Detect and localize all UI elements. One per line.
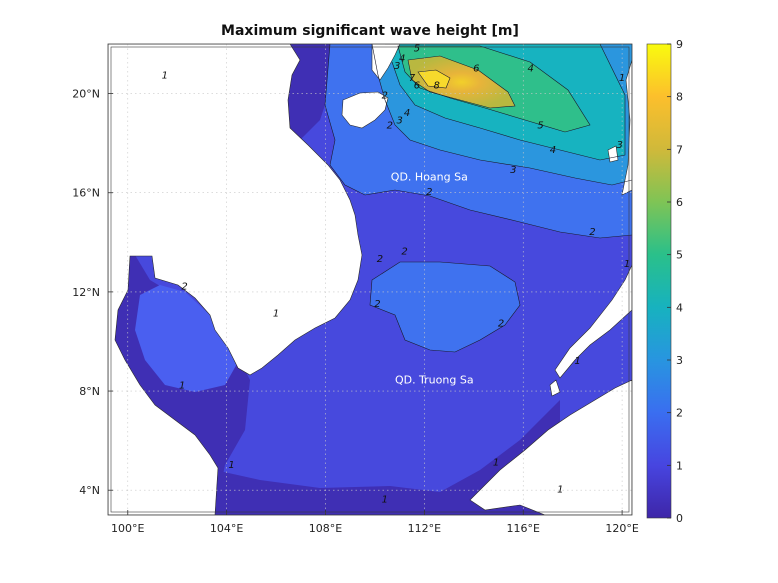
contour-label-27: 1 xyxy=(382,495,388,506)
contour-label-4: 4 xyxy=(404,108,410,119)
x-tick-label-0: 100°E xyxy=(111,522,144,535)
map-layer xyxy=(108,44,632,515)
zone-under-1m-south xyxy=(215,400,560,515)
contour-label-30: 1 xyxy=(624,259,630,270)
contour-label-25: 1 xyxy=(273,309,279,320)
contour-label-11: 6 xyxy=(473,63,479,74)
y-tick-label-1: 8°N xyxy=(79,385,100,398)
chart-title: Maximum significant wave height [m] xyxy=(221,23,519,39)
zone-under-1m-north xyxy=(285,44,335,140)
luzon-island xyxy=(621,59,632,196)
contour-label-0: 1 xyxy=(162,71,168,82)
contour-label-18: 2 xyxy=(589,227,595,238)
contour-label-13: 5 xyxy=(537,120,543,131)
place-labels: QD. Hoang Sa QD. Truong Sa xyxy=(391,170,474,386)
colorbar-tick-label-8: 8 xyxy=(676,91,683,104)
contour-label-8: 7 xyxy=(409,73,416,84)
colorbar-tick-label-1: 1 xyxy=(676,459,683,472)
borneo xyxy=(469,379,632,515)
map-frame-inner xyxy=(110,46,630,513)
contour-label-1: 2 xyxy=(382,91,388,102)
contour-label-24: 1 xyxy=(179,381,185,392)
land xyxy=(108,44,632,515)
mainland-indochina xyxy=(108,44,363,515)
y-tick-label-2: 12°N xyxy=(72,286,100,299)
colorbar-tick-label-7: 7 xyxy=(676,143,683,156)
contour-label-6: 4 xyxy=(399,53,405,64)
plot-frame xyxy=(107,43,633,516)
y-axis-ticks: 4°N 8°N 12°N 16°N 20°N xyxy=(72,88,113,497)
colorbar-tick-label-3: 3 xyxy=(676,354,683,367)
contour-label-19: 2 xyxy=(377,254,383,265)
contour-label-2: 2 xyxy=(387,120,393,131)
island-small-1 xyxy=(549,379,561,397)
contour-label-12: 4 xyxy=(527,63,533,74)
colorbar-ticks: 0 1 2 3 4 5 6 7 8 9 xyxy=(667,38,683,525)
contour-lines xyxy=(324,44,632,353)
contour-2-central xyxy=(369,261,521,353)
contour-label-21: 2 xyxy=(374,299,380,310)
grid-lines xyxy=(108,44,632,515)
x-tick-label-5: 120°E xyxy=(605,522,638,535)
colorbar-tick-label-0: 0 xyxy=(676,512,683,525)
colorbar-tick-label-5: 5 xyxy=(676,249,683,262)
contour-4 xyxy=(385,44,626,161)
y-tick-label-0: 4°N xyxy=(79,484,100,497)
colorbar-tick-label-6: 6 xyxy=(676,196,683,209)
south-china-coast xyxy=(371,44,401,81)
x-tick-label-4: 116°E xyxy=(507,522,540,535)
contour-2-north xyxy=(324,44,632,239)
colorbar: 0 1 2 3 4 5 6 7 8 9 xyxy=(646,38,683,525)
contour-8 xyxy=(417,69,451,89)
zone-over-8m xyxy=(418,70,450,88)
contour-label-20: 2 xyxy=(401,247,407,258)
contour-label-15: 3 xyxy=(616,140,622,151)
contour-label-26: 1 xyxy=(228,460,234,471)
contour-label-32: 1 xyxy=(557,485,563,496)
contour-label-5: 5 xyxy=(414,43,420,54)
x-tick-label-3: 112°E xyxy=(408,522,441,535)
contour-label-29: 1 xyxy=(574,356,580,367)
place-label-1: QD. Truong Sa xyxy=(395,374,474,387)
contour-label-14: 4 xyxy=(550,145,556,156)
colorbar-tick-label-2: 2 xyxy=(676,407,683,420)
x-tick-label-2: 108°E xyxy=(309,522,342,535)
mindoro-palawan xyxy=(554,264,632,379)
y-tick-label-4: 20°N xyxy=(72,88,100,101)
contour-label-17: 2 xyxy=(426,187,432,198)
hainan-island xyxy=(341,91,389,129)
contour-label-23: 2 xyxy=(181,281,187,292)
y-tick-label-3: 16°N xyxy=(72,187,100,200)
x-axis-ticks: 100°E 104°E 108°E 112°E 116°E 120°E xyxy=(111,510,639,535)
contour-3 xyxy=(371,44,632,186)
contour-label-31: 1 xyxy=(619,73,625,84)
x-tick-label-1: 104°E xyxy=(210,522,243,535)
place-label-0: QD. Hoang Sa xyxy=(391,170,468,183)
contour-6 xyxy=(407,55,516,109)
colorbar-tick-label-4: 4 xyxy=(676,301,683,314)
zone-2-3m-central xyxy=(370,262,520,352)
contour-label-16: 3 xyxy=(510,165,516,176)
contour-label-22: 2 xyxy=(498,319,504,330)
contour-label-10: 8 xyxy=(434,81,440,92)
zone-1-2m-gulf xyxy=(135,285,238,392)
zone-6-8m xyxy=(408,56,515,108)
colorbar-tick-label-9: 9 xyxy=(676,38,683,51)
contour-label-7: 3 xyxy=(394,61,400,72)
contour-label-9: 6 xyxy=(414,81,420,92)
colorbar-gradient xyxy=(646,43,672,519)
contour-label-28: 1 xyxy=(493,457,499,468)
contour-label-3: 3 xyxy=(396,115,402,126)
contour-5 xyxy=(397,45,591,133)
